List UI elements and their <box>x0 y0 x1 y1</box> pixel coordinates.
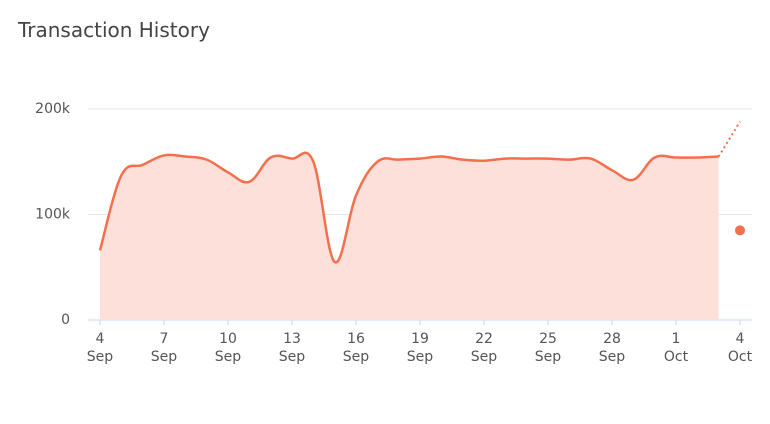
x-tick-label: 10 Sep <box>214 331 242 365</box>
x-tick-label: 13 Sep <box>278 331 306 365</box>
area <box>100 152 719 320</box>
point <box>735 225 745 236</box>
x-tick-label: 7 Sep <box>150 331 178 365</box>
line <box>98 151 719 264</box>
x-tick-label: 16 Sep <box>342 331 370 365</box>
x-tick-label: 4 Oct <box>727 331 753 365</box>
x-tick-label: 28 Sep <box>598 331 626 365</box>
chart-title: Transaction History <box>18 18 210 42</box>
line <box>717 121 741 157</box>
y-tick-label: 100k <box>35 207 71 223</box>
x-tick-label: 1 Oct <box>663 331 689 365</box>
y-tick-label: 0 <box>61 312 70 328</box>
y-tick-label: 200k <box>35 101 71 117</box>
x-tick-label: 19 Sep <box>406 331 434 365</box>
x-tick-label: 4 Sep <box>86 331 114 365</box>
x-tick-label: 25 Sep <box>534 331 562 365</box>
x-tick-label: 22 Sep <box>470 331 498 365</box>
